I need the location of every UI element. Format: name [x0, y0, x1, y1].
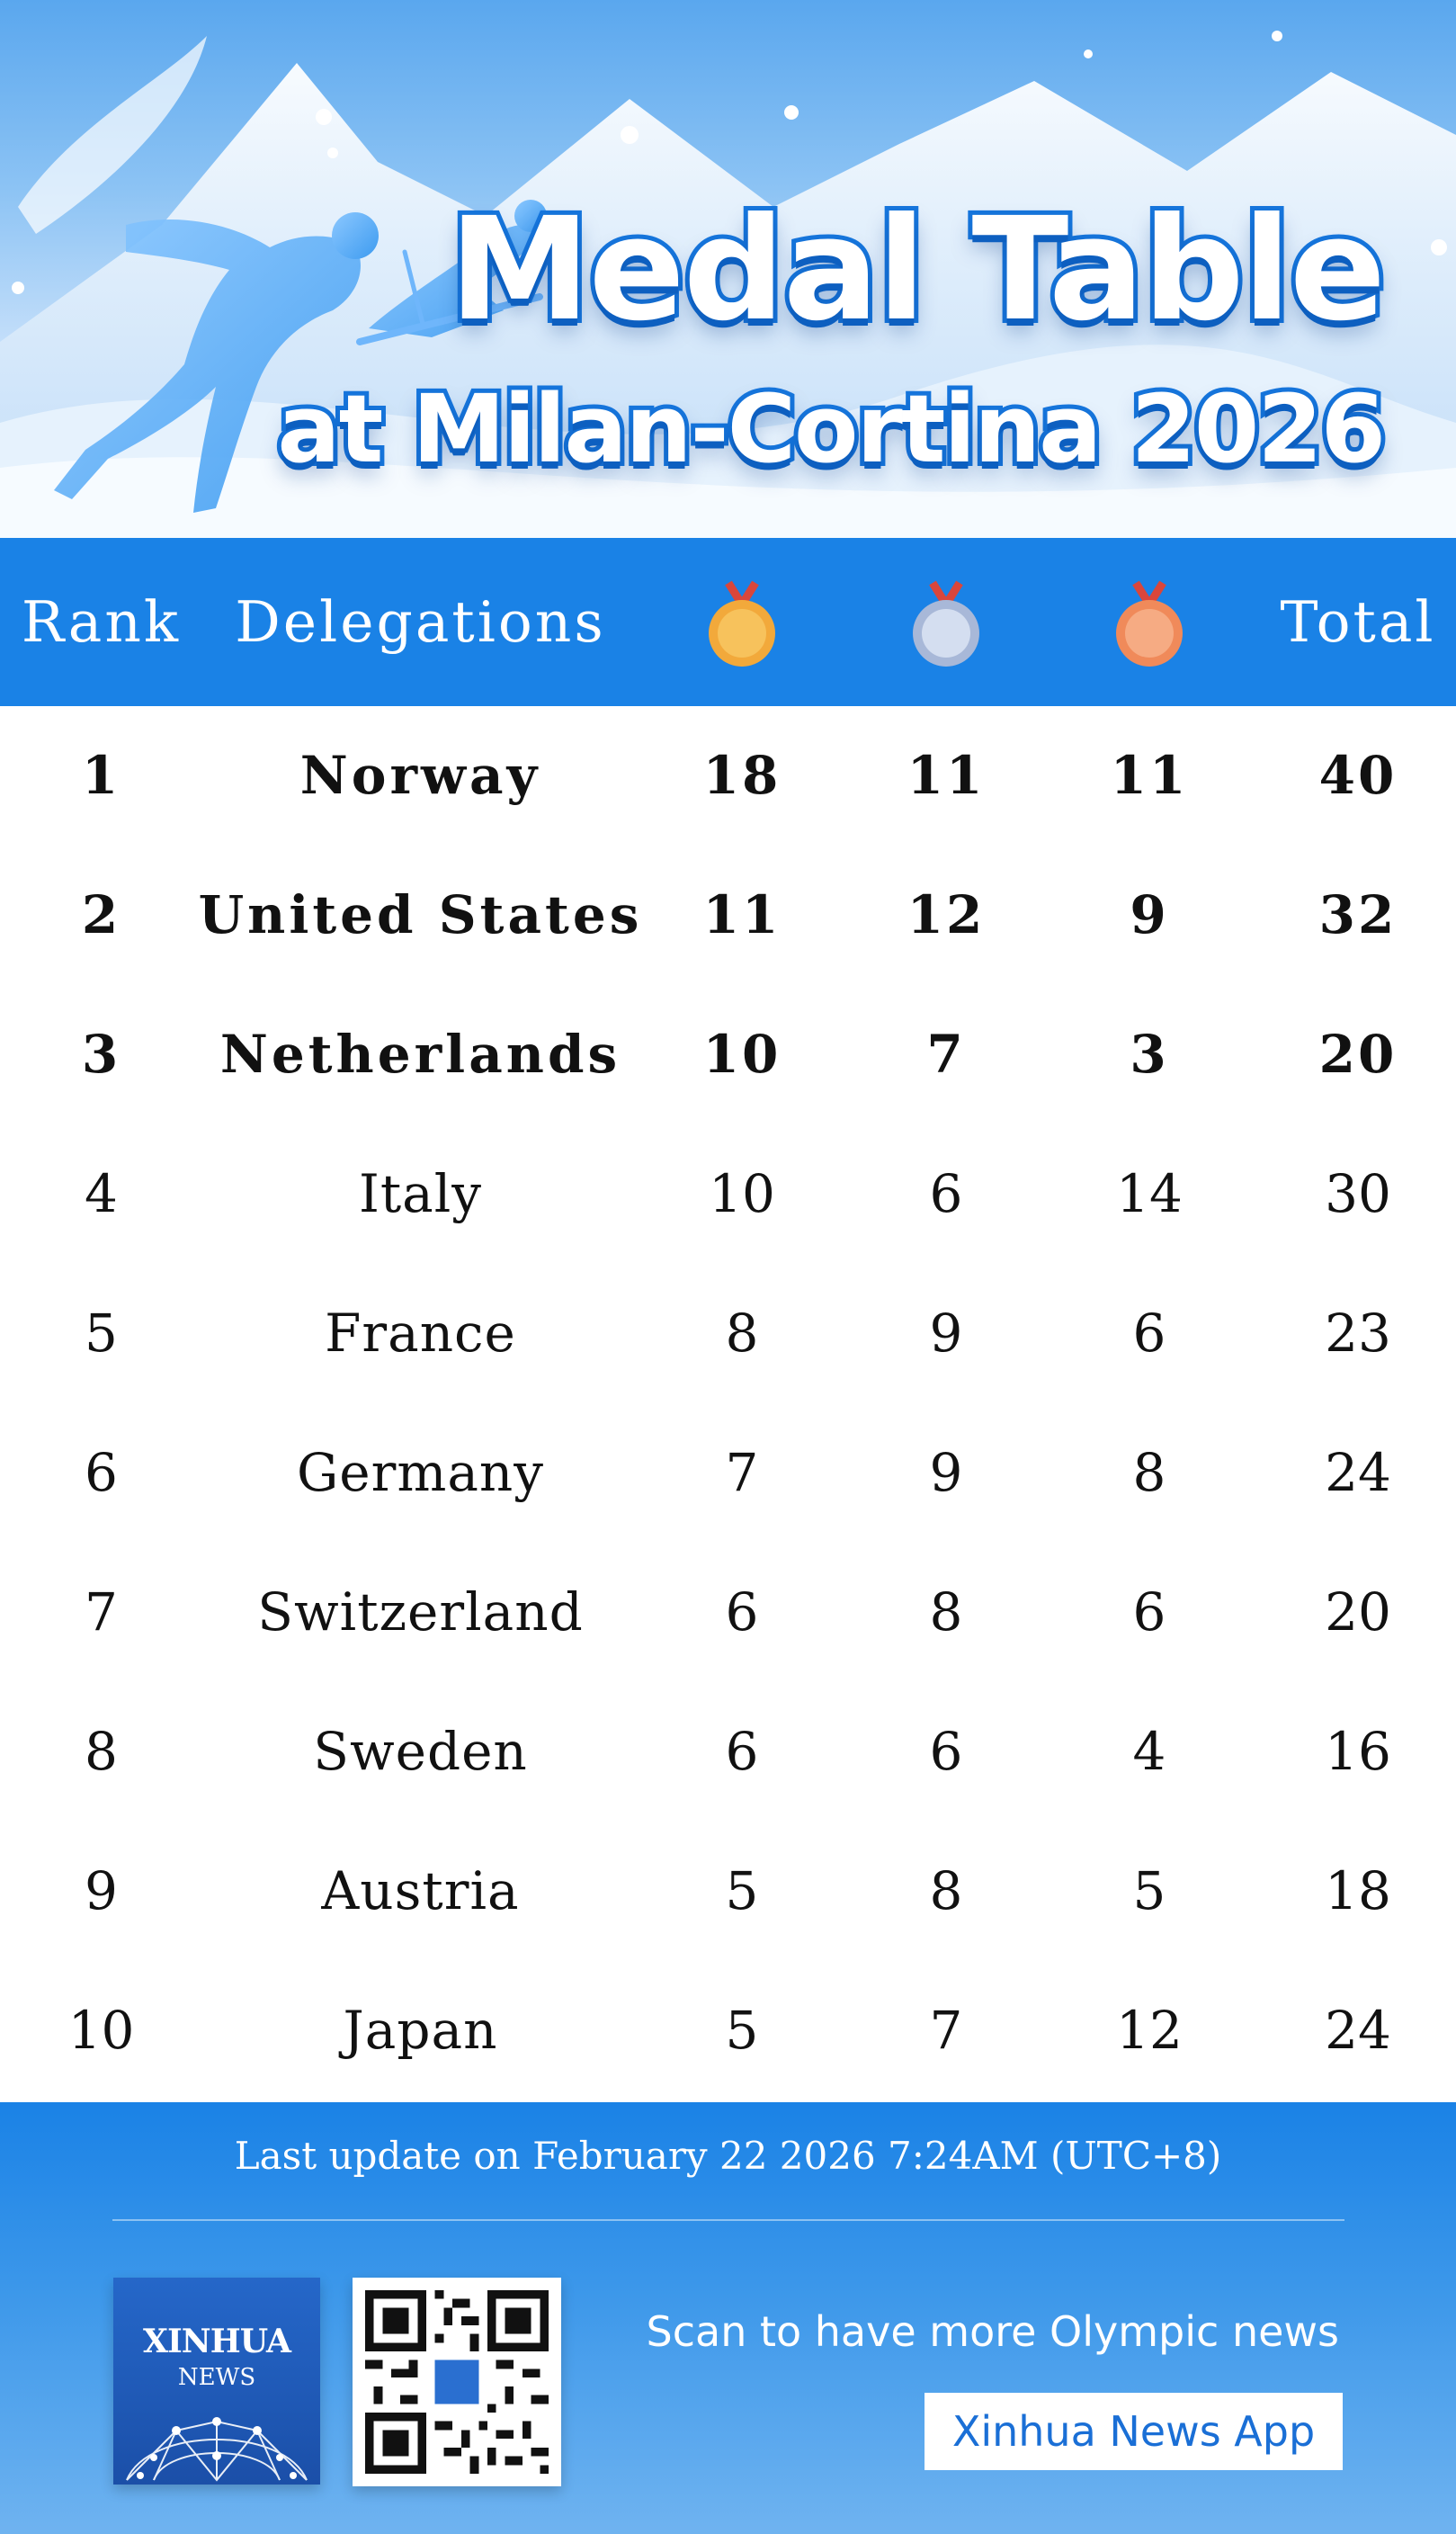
silver-medal-icon: [906, 579, 987, 669]
globe-network-icon: [126, 2417, 308, 2482]
delegation-cell: Germany: [296, 1442, 545, 1503]
delegation-cell: Italy: [358, 1163, 483, 1224]
delegation-cell: Austria: [321, 1860, 520, 1921]
total-cell: 30: [1325, 1163, 1391, 1224]
silver-cell: 12: [907, 884, 986, 945]
rank-cell: 10: [67, 2000, 135, 2061]
table-row: 7 Switzerland 6 8 6 20: [0, 1543, 1456, 1682]
table-row: 6 Germany 7 9 8 24: [0, 1403, 1456, 1543]
table-row: 3 Netherlands 10 7 3 20: [0, 985, 1456, 1124]
last-update-text: Last update on February 22 2026 7:24AM (…: [234, 2134, 1222, 2178]
total-cell: 23: [1325, 1303, 1391, 1364]
table-row: 2 United States 11 12 9 32: [0, 846, 1456, 985]
total-cell: 24: [1325, 2000, 1391, 2061]
xinhua-news-logo: XINHUA NEWS: [113, 2278, 320, 2485]
footer: Last update on February 22 2026 7:24AM (…: [0, 2102, 1456, 2534]
silver-cell: 8: [929, 1581, 963, 1643]
footer-divider: [112, 2219, 1344, 2221]
medal-table: 1 Norway 18 11 11 40 2 United States 11 …: [0, 706, 1456, 2102]
banner-subtitle: at Milan-Cortina 2026: [272, 373, 1390, 486]
delegation-cell: Norway: [299, 745, 541, 806]
bronze-cell: 9: [1130, 884, 1169, 945]
total-cell: 16: [1325, 1721, 1391, 1782]
gold-cell: 10: [702, 1024, 782, 1085]
logo-name: XINHUA: [143, 2323, 291, 2360]
rank-cell: 8: [85, 1721, 118, 1782]
table-row: 8 Sweden 6 6 4 16: [0, 1682, 1456, 1822]
table-row: 1 Norway 18 11 11 40: [0, 706, 1456, 846]
delegation-cell: Japan: [343, 2000, 498, 2061]
header-banner: Medal Table at Milan-Cortina 2026: [0, 0, 1456, 538]
winter-sports-illustration: [0, 31, 1456, 538]
gold-medal-icon: [701, 579, 782, 669]
bronze-cell: 6: [1132, 1581, 1166, 1643]
column-header-total: Total: [1280, 589, 1436, 655]
table-header: Rank Delegations Total: [0, 538, 1456, 706]
rank-cell: 4: [85, 1163, 118, 1224]
logo-sub: NEWS: [177, 2364, 256, 2391]
delegation-cell: Switzerland: [257, 1581, 584, 1643]
bronze-medal-icon: [1109, 579, 1190, 669]
silver-cell: 11: [907, 745, 986, 806]
gold-cell: 11: [702, 884, 782, 945]
gold-cell: 6: [725, 1581, 759, 1643]
gold-cell: 8: [725, 1303, 759, 1364]
bronze-cell: 12: [1116, 2000, 1183, 2061]
qr-code[interactable]: [353, 2278, 561, 2486]
silver-cell: 9: [929, 1303, 963, 1364]
gold-cell: 7: [725, 1442, 759, 1503]
silver-cell: 7: [929, 2000, 963, 2061]
rank-cell: 5: [85, 1303, 118, 1364]
rank-cell: 1: [81, 745, 121, 806]
gold-cell: 10: [709, 1163, 775, 1224]
xinhua-app-button[interactable]: Xinhua News App: [925, 2393, 1343, 2470]
total-cell: 18: [1325, 1860, 1391, 1921]
rank-cell: 7: [85, 1581, 118, 1643]
gold-cell: 6: [725, 1721, 759, 1782]
total-cell: 24: [1325, 1442, 1391, 1503]
delegation-cell: Sweden: [313, 1721, 528, 1782]
delegation-cell: Netherlands: [219, 1024, 621, 1085]
silver-cell: 7: [926, 1024, 966, 1085]
gold-cell: 18: [702, 745, 782, 806]
total-cell: 20: [1325, 1581, 1391, 1643]
table-row: 9 Austria 5 8 5 18: [0, 1822, 1456, 1961]
column-header-delegations: Delegations: [235, 589, 606, 655]
total-cell: 32: [1318, 884, 1398, 945]
column-header-rank: Rank: [21, 589, 182, 655]
bronze-cell: 11: [1110, 745, 1189, 806]
silver-cell: 8: [929, 1860, 963, 1921]
table-row: 4 Italy 10 6 14 30: [0, 1124, 1456, 1264]
rank-cell: 6: [85, 1442, 118, 1503]
gold-cell: 5: [725, 2000, 759, 2061]
silver-cell: 6: [929, 1163, 963, 1224]
bronze-cell: 8: [1132, 1442, 1166, 1503]
rank-cell: 9: [85, 1860, 118, 1921]
bronze-cell: 5: [1132, 1860, 1166, 1921]
total-cell: 20: [1318, 1024, 1398, 1085]
table-row: 5 France 8 9 6 23: [0, 1264, 1456, 1403]
silver-cell: 6: [929, 1721, 963, 1782]
bronze-cell: 14: [1116, 1163, 1183, 1224]
banner-title: Medal Table: [444, 187, 1390, 353]
rank-cell: 3: [81, 1024, 121, 1085]
gold-cell: 5: [725, 1860, 759, 1921]
total-cell: 40: [1318, 745, 1398, 806]
scan-prompt: Scan to have more Olympic news: [646, 2307, 1339, 2356]
silver-cell: 9: [929, 1442, 963, 1503]
bronze-cell: 3: [1130, 1024, 1169, 1085]
bronze-cell: 4: [1132, 1721, 1166, 1782]
bronze-cell: 6: [1132, 1303, 1166, 1364]
delegation-cell: United States: [198, 884, 643, 945]
delegation-cell: France: [325, 1303, 516, 1364]
rank-cell: 2: [81, 884, 121, 945]
table-row: 10 Japan 5 7 12 24: [0, 1961, 1456, 2100]
